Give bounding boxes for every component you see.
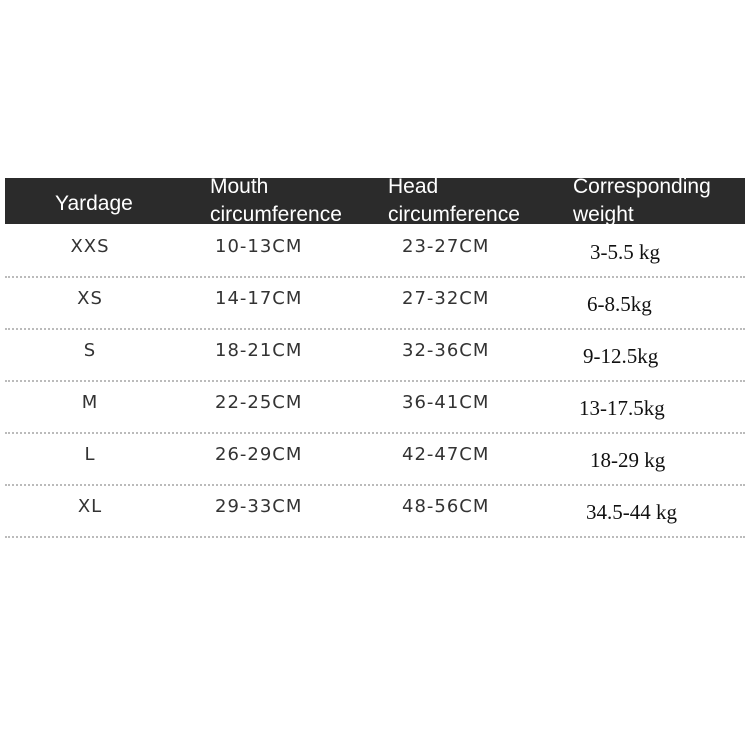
table-cell: 32-36CM <box>402 340 490 361</box>
table-cell: 27-32CM <box>402 288 490 309</box>
table-cell: 18-29 kg <box>590 448 666 472</box>
table-row: S 18-21CM 32-36CM 9-12.5kg <box>5 328 745 382</box>
table-cell: 9-12.5kg <box>583 344 659 368</box>
table-row: XXS 10-13CM 23-27CM 3-5.5 kg <box>5 224 745 278</box>
table-cell: 18-21CM <box>215 340 303 361</box>
table-cell: 26-29CM <box>215 444 303 465</box>
table-cell: 23-27CM <box>402 236 490 257</box>
table-row: XL 29-33CM 48-56CM 34.5-44 kg <box>5 484 745 538</box>
table-cell: 42-47CM <box>402 444 490 465</box>
table-cell: 6-8.5kg <box>587 292 652 316</box>
table-row: L 26-29CM 42-47CM 18-29 kg <box>5 432 745 486</box>
header-cell: Corresponding weight <box>573 178 711 224</box>
table-cell: XL <box>77 496 103 517</box>
table-cell: 10-13CM <box>215 236 303 257</box>
table-cell: 13-17.5kg <box>579 396 665 420</box>
table-cell: 34.5-44 kg <box>586 500 677 524</box>
header-cell: Mouth circumference <box>210 178 342 224</box>
table-cell: XS <box>77 288 103 309</box>
table-cell: 48-56CM <box>402 496 490 517</box>
table-row: M 22-25CM 36-41CM 13-17.5kg <box>5 380 745 434</box>
header-cell: Yardage <box>55 192 133 215</box>
table-cell: XXS <box>70 236 110 257</box>
table-cell: 29-33CM <box>215 496 303 517</box>
table-cell: 3-5.5 kg <box>590 240 660 264</box>
table-cell: M <box>81 392 99 413</box>
table-cell: L <box>84 444 96 465</box>
header-cell: Head circumference <box>388 178 520 224</box>
table-cell: 36-41CM <box>402 392 490 413</box>
table-header: Yardage Mouth circumference Head circumf… <box>5 178 745 224</box>
table-row: XS 14-17CM 27-32CM 6-8.5kg <box>5 276 745 330</box>
table-cell: 14-17CM <box>215 288 303 309</box>
table-cell: 22-25CM <box>215 392 303 413</box>
table-cell: S <box>83 340 97 361</box>
